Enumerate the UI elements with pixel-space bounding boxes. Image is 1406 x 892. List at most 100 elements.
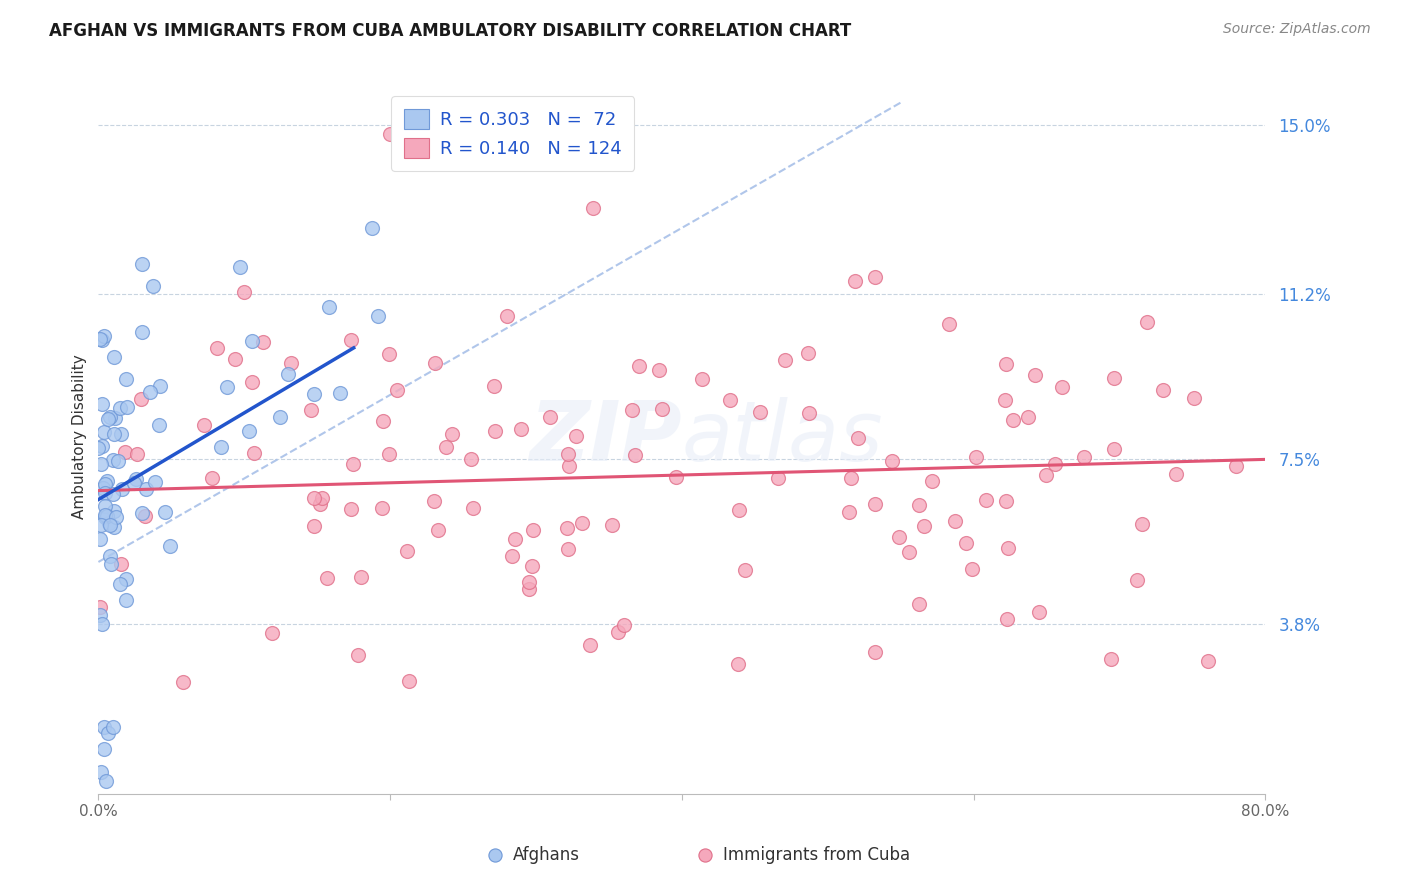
Point	[517, 575, 540, 590]
Point	[579, 638, 602, 652]
Point	[571, 516, 593, 531]
Point	[280, 356, 302, 370]
Point	[773, 352, 796, 367]
Point	[302, 491, 325, 506]
Point	[89, 599, 111, 614]
Point	[665, 470, 688, 484]
Point	[938, 318, 960, 332]
Point	[122, 475, 145, 490]
Point	[994, 493, 1017, 508]
Point	[600, 518, 623, 533]
Point	[260, 625, 283, 640]
Point	[131, 506, 153, 520]
Point	[94, 508, 117, 523]
Point	[1130, 516, 1153, 531]
Point	[125, 472, 148, 486]
Point	[90, 333, 112, 347]
Point	[93, 720, 115, 734]
Point	[955, 536, 977, 550]
Point	[797, 346, 820, 360]
Point	[110, 577, 132, 591]
Point	[1028, 605, 1050, 619]
Point	[215, 380, 238, 394]
Point	[517, 582, 540, 596]
Point	[863, 644, 886, 658]
Point	[93, 329, 115, 343]
Point	[748, 405, 770, 419]
Point	[205, 341, 228, 355]
Point	[1152, 383, 1174, 397]
Point	[105, 510, 128, 524]
Point	[87, 441, 110, 455]
Point	[101, 720, 124, 734]
Point	[385, 383, 408, 397]
Text: atlas: atlas	[682, 397, 883, 477]
Point	[302, 519, 325, 533]
Point	[91, 617, 114, 632]
Point	[1102, 442, 1125, 456]
Point	[229, 260, 252, 274]
Point	[395, 544, 418, 558]
Point	[238, 425, 260, 439]
Point	[690, 372, 713, 386]
Point	[1125, 573, 1147, 587]
Point	[103, 504, 125, 518]
Text: Source: ZipAtlas.com: Source: ZipAtlas.com	[1223, 22, 1371, 37]
Text: ZIP: ZIP	[529, 397, 682, 477]
Point	[100, 558, 122, 572]
Point	[302, 387, 325, 401]
Point	[93, 477, 115, 491]
Point	[538, 409, 561, 424]
Point	[232, 285, 254, 299]
Point	[89, 608, 111, 623]
Point	[718, 392, 741, 407]
Point	[651, 401, 673, 416]
Point	[129, 392, 152, 406]
Point	[91, 481, 114, 495]
Point	[912, 519, 935, 533]
Point	[482, 379, 505, 393]
Point	[624, 448, 647, 462]
Point	[90, 764, 112, 779]
Point	[1099, 652, 1122, 666]
Point	[434, 440, 457, 454]
Point	[159, 539, 181, 553]
Point	[945, 514, 967, 528]
Point	[1073, 450, 1095, 465]
Point	[1182, 391, 1205, 405]
Point	[224, 351, 246, 366]
Point	[142, 279, 165, 293]
Point	[93, 742, 115, 756]
Point	[839, 471, 862, 485]
Point	[347, 648, 370, 662]
Point	[844, 274, 866, 288]
Point	[377, 347, 399, 361]
Point	[1017, 410, 1039, 425]
Point	[965, 450, 987, 464]
Point	[115, 572, 138, 586]
Point	[1050, 380, 1073, 394]
Point	[153, 504, 176, 518]
Point	[269, 409, 291, 424]
Point	[582, 202, 605, 216]
Point	[277, 367, 299, 381]
Point	[139, 384, 162, 399]
Point	[90, 517, 112, 532]
Point	[103, 350, 125, 364]
Point	[299, 403, 322, 417]
Point	[423, 494, 446, 508]
Point	[93, 499, 115, 513]
Point	[110, 426, 132, 441]
Point	[342, 457, 364, 471]
Point	[995, 357, 1018, 371]
Point	[97, 412, 120, 426]
Point	[93, 425, 115, 440]
Point	[1102, 371, 1125, 385]
Point	[240, 375, 263, 389]
Point	[522, 523, 544, 537]
Y-axis label: Ambulatory Disability: Ambulatory Disability	[72, 355, 87, 519]
Point	[89, 532, 111, 546]
Point	[98, 549, 121, 563]
Point	[425, 356, 447, 370]
Point	[94, 773, 117, 788]
